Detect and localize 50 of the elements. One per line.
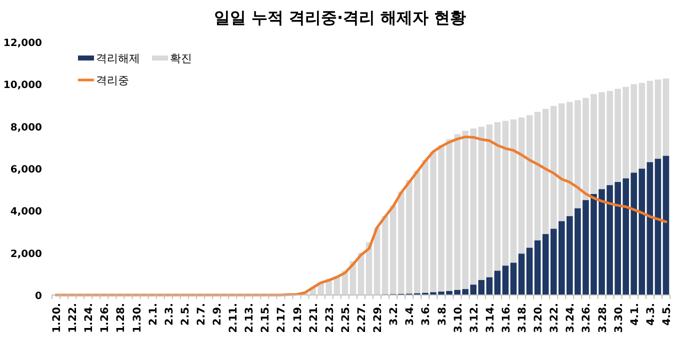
- x-tick-label: 2.1.: [147, 303, 160, 326]
- y-tick-label: 8,000: [10, 122, 42, 134]
- x-tick-label: 3.10.: [452, 303, 464, 333]
- x-tick-label: 3.30.: [612, 303, 625, 333]
- x-tick-label: 1.22.: [67, 303, 80, 333]
- x-tick-label: 2.11.: [228, 303, 240, 333]
- x-tick-label: 3.24.: [564, 303, 577, 333]
- x-tick-label: 2.17.: [276, 303, 288, 333]
- x-tick-label: 3.28.: [596, 303, 609, 333]
- x-tick-label: 2.15.: [260, 303, 272, 333]
- x-tick-label: 2.7.: [195, 303, 208, 326]
- x-tick-label: 4.3.: [644, 303, 657, 326]
- x-tick-label: 3.14.: [484, 303, 496, 333]
- x-tick-label: 3.12.: [468, 303, 480, 333]
- legend-label: 격리해제: [96, 52, 140, 65]
- legend-label: 격리중: [96, 74, 129, 87]
- legend-label: 확진: [170, 52, 192, 65]
- x-tick-label: 3.22.: [548, 303, 561, 333]
- y-tick-label: 6,000: [10, 164, 42, 176]
- x-tick-label: 3.26.: [580, 303, 593, 333]
- y-tick-label: 12,000: [3, 38, 42, 49]
- x-tick-label: 3.18.: [516, 303, 529, 333]
- x-tick-label: 3.16.: [500, 303, 512, 333]
- x-tick-label: 2.29.: [372, 303, 384, 333]
- x-tick-label: 3.20.: [532, 303, 545, 333]
- x-tick-label: 2.23.: [324, 303, 336, 333]
- x-tick-label: 3.8.: [436, 303, 448, 326]
- chart-title: 일일 누적 격리중·격리 해제자 현황: [214, 8, 466, 27]
- y-tick-label: 10,000: [3, 80, 42, 92]
- y-tick-label: 4,000: [10, 206, 42, 218]
- x-tick-label: 3.6.: [420, 303, 432, 326]
- x-tick-label: 2.25.: [340, 303, 352, 333]
- x-tick-label: 4.5.: [660, 303, 673, 326]
- x-tick-label: 2.27.: [356, 303, 368, 333]
- x-tick-label: 2.21.: [308, 303, 320, 333]
- x-tick-label: 1.28.: [115, 303, 128, 333]
- x-tick-label: 3.4.: [404, 303, 416, 326]
- x-tick-label: 1.20.: [51, 303, 64, 333]
- x-tick-label: 2.19.: [292, 303, 304, 333]
- x-tick-label: 2.9.: [212, 303, 224, 326]
- x-tick-label: 2.3.: [163, 303, 176, 326]
- x-tick-label: 1.26.: [99, 303, 112, 333]
- x-tick-label: 4.1.: [628, 303, 641, 326]
- x-tick-label: 1.24.: [83, 303, 96, 333]
- x-tick-label: 2.13.: [244, 303, 256, 333]
- x-tick-label: 2.5.: [179, 303, 192, 326]
- y-tick-label: 0: [35, 291, 42, 302]
- x-tick-label: 3.2.: [388, 303, 400, 326]
- y-tick-label: 2,000: [10, 248, 42, 260]
- x-tick-label: 1.30.: [131, 303, 144, 333]
